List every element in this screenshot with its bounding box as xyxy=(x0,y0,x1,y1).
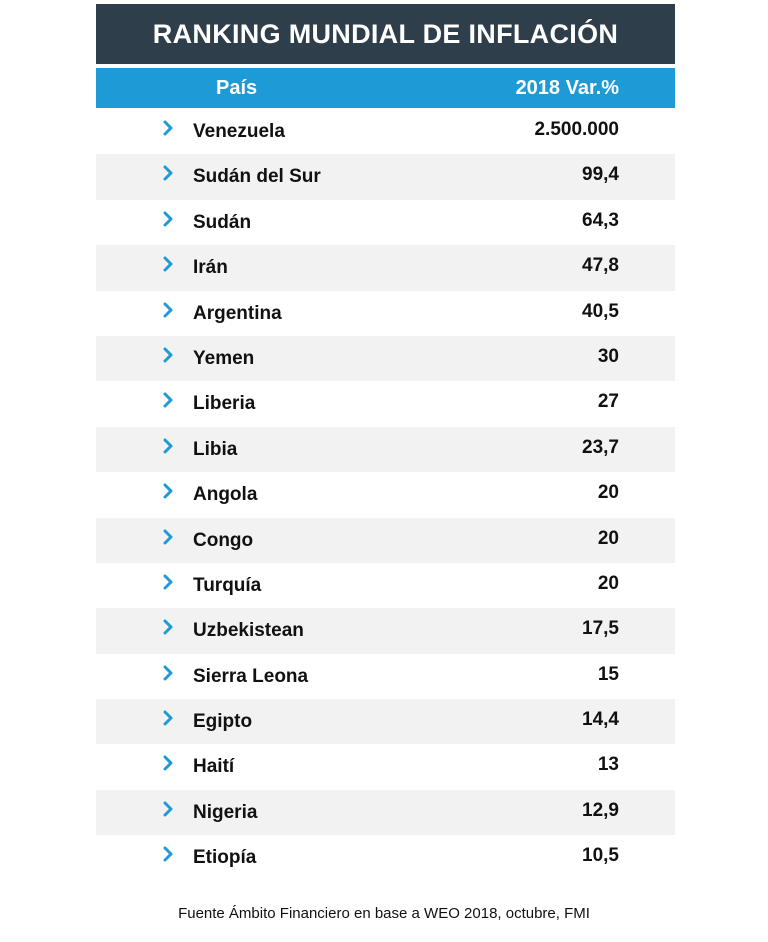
chevron-right-icon xyxy=(162,710,174,726)
row-country: Sierra Leona xyxy=(193,665,309,687)
row-country: Yemen xyxy=(193,347,255,369)
row-value: 30 xyxy=(597,345,619,367)
chevron-right-icon xyxy=(162,347,174,363)
row-country: Etiopía xyxy=(193,847,257,869)
source-note: Fuente Ámbito Financiero en base a WEO 2… xyxy=(178,905,590,922)
chevron-right-icon xyxy=(162,256,174,272)
chevron-right-icon xyxy=(162,483,174,499)
table-row: Angola 20 xyxy=(96,472,675,517)
row-value: 14,4 xyxy=(582,709,619,731)
chevron-right-icon xyxy=(162,574,174,590)
chevron-right-icon xyxy=(162,665,174,681)
row-country: Congo xyxy=(193,529,254,551)
table-row: Turquía 20 xyxy=(96,563,675,608)
chevron-right-icon xyxy=(162,619,174,635)
row-value: 2.500.000 xyxy=(534,119,619,140)
row-country: Irán xyxy=(193,257,228,279)
table-row: Sudán del Sur 99,4 xyxy=(96,154,675,200)
row-country: Nigeria xyxy=(193,801,258,823)
chevron-right-icon xyxy=(162,165,174,181)
chevron-right-icon xyxy=(162,755,174,771)
row-value: 20 xyxy=(597,482,619,504)
row-value: 20 xyxy=(597,527,619,549)
row-country: Libia xyxy=(193,438,238,460)
chevron-right-icon xyxy=(162,120,174,136)
row-country: Haití xyxy=(193,756,235,778)
table-row: Nigeria 12,9 xyxy=(96,789,675,836)
row-country: Turquía xyxy=(193,574,262,596)
table-row: Liberia 27 xyxy=(96,381,675,426)
chevron-right-icon xyxy=(162,529,174,545)
table-row: Venezuela 2.500.000 xyxy=(96,109,675,154)
row-country: Sudán del Sur xyxy=(193,166,321,188)
table-row: Uzbekistean 17,5 xyxy=(96,608,675,654)
row-country: Argentina xyxy=(193,302,282,324)
row-value: 17,5 xyxy=(582,618,619,640)
table-row: Etiopía 10,5 xyxy=(96,835,675,880)
table-row: Egipto 14,4 xyxy=(96,699,675,745)
table-row: Libia 23,7 xyxy=(96,426,675,473)
row-value: 20 xyxy=(597,572,619,594)
table-body: Venezuela 2.500.000 Sudán del Sur 99,4 Sudán… xyxy=(96,109,675,881)
chevron-right-icon xyxy=(162,392,174,408)
table-row: Sudán 64,3 xyxy=(96,200,675,245)
row-country: Uzbekistean xyxy=(193,620,304,642)
table-row: Irán 47,8 xyxy=(96,245,675,291)
table-title: RANKING MUNDIAL DE INFLACIÓN xyxy=(96,4,675,64)
chevron-right-icon xyxy=(162,801,174,817)
table-row: Sierra Leona 15 xyxy=(96,654,675,699)
row-value: 13 xyxy=(597,754,619,776)
row-country: Liberia xyxy=(193,393,256,415)
row-value: 64,3 xyxy=(582,209,619,231)
table-row: Argentina 40,5 xyxy=(96,291,675,336)
row-country: Angola xyxy=(193,484,258,506)
row-value: 10,5 xyxy=(582,845,619,867)
row-value: 40,5 xyxy=(582,300,619,322)
table-row: Haití 13 xyxy=(96,744,675,789)
chevron-right-icon xyxy=(162,211,174,227)
chevron-right-icon xyxy=(162,302,174,318)
row-country: Sudán xyxy=(193,211,252,233)
row-country: Venezuela xyxy=(193,121,285,142)
table-header-row: País 2018 Var.% xyxy=(96,68,675,108)
row-country: Egipto xyxy=(193,711,253,733)
column-header-value: 2018 Var.% xyxy=(515,77,619,99)
chevron-right-icon xyxy=(162,438,174,454)
row-value: 15 xyxy=(597,663,619,685)
table-row: Congo 20 xyxy=(96,517,675,563)
table-row: Yemen 30 xyxy=(96,335,675,382)
row-value: 27 xyxy=(597,391,619,413)
column-header-country: País xyxy=(216,77,258,99)
chevron-right-icon xyxy=(162,846,174,862)
row-value: 99,4 xyxy=(582,164,619,186)
row-value: 12,9 xyxy=(582,799,619,821)
row-value: 47,8 xyxy=(582,255,619,277)
row-value: 23,7 xyxy=(582,436,619,458)
inflation-ranking-table: RANKING MUNDIAL DE INFLACIÓN País 2018 V… xyxy=(96,4,675,881)
